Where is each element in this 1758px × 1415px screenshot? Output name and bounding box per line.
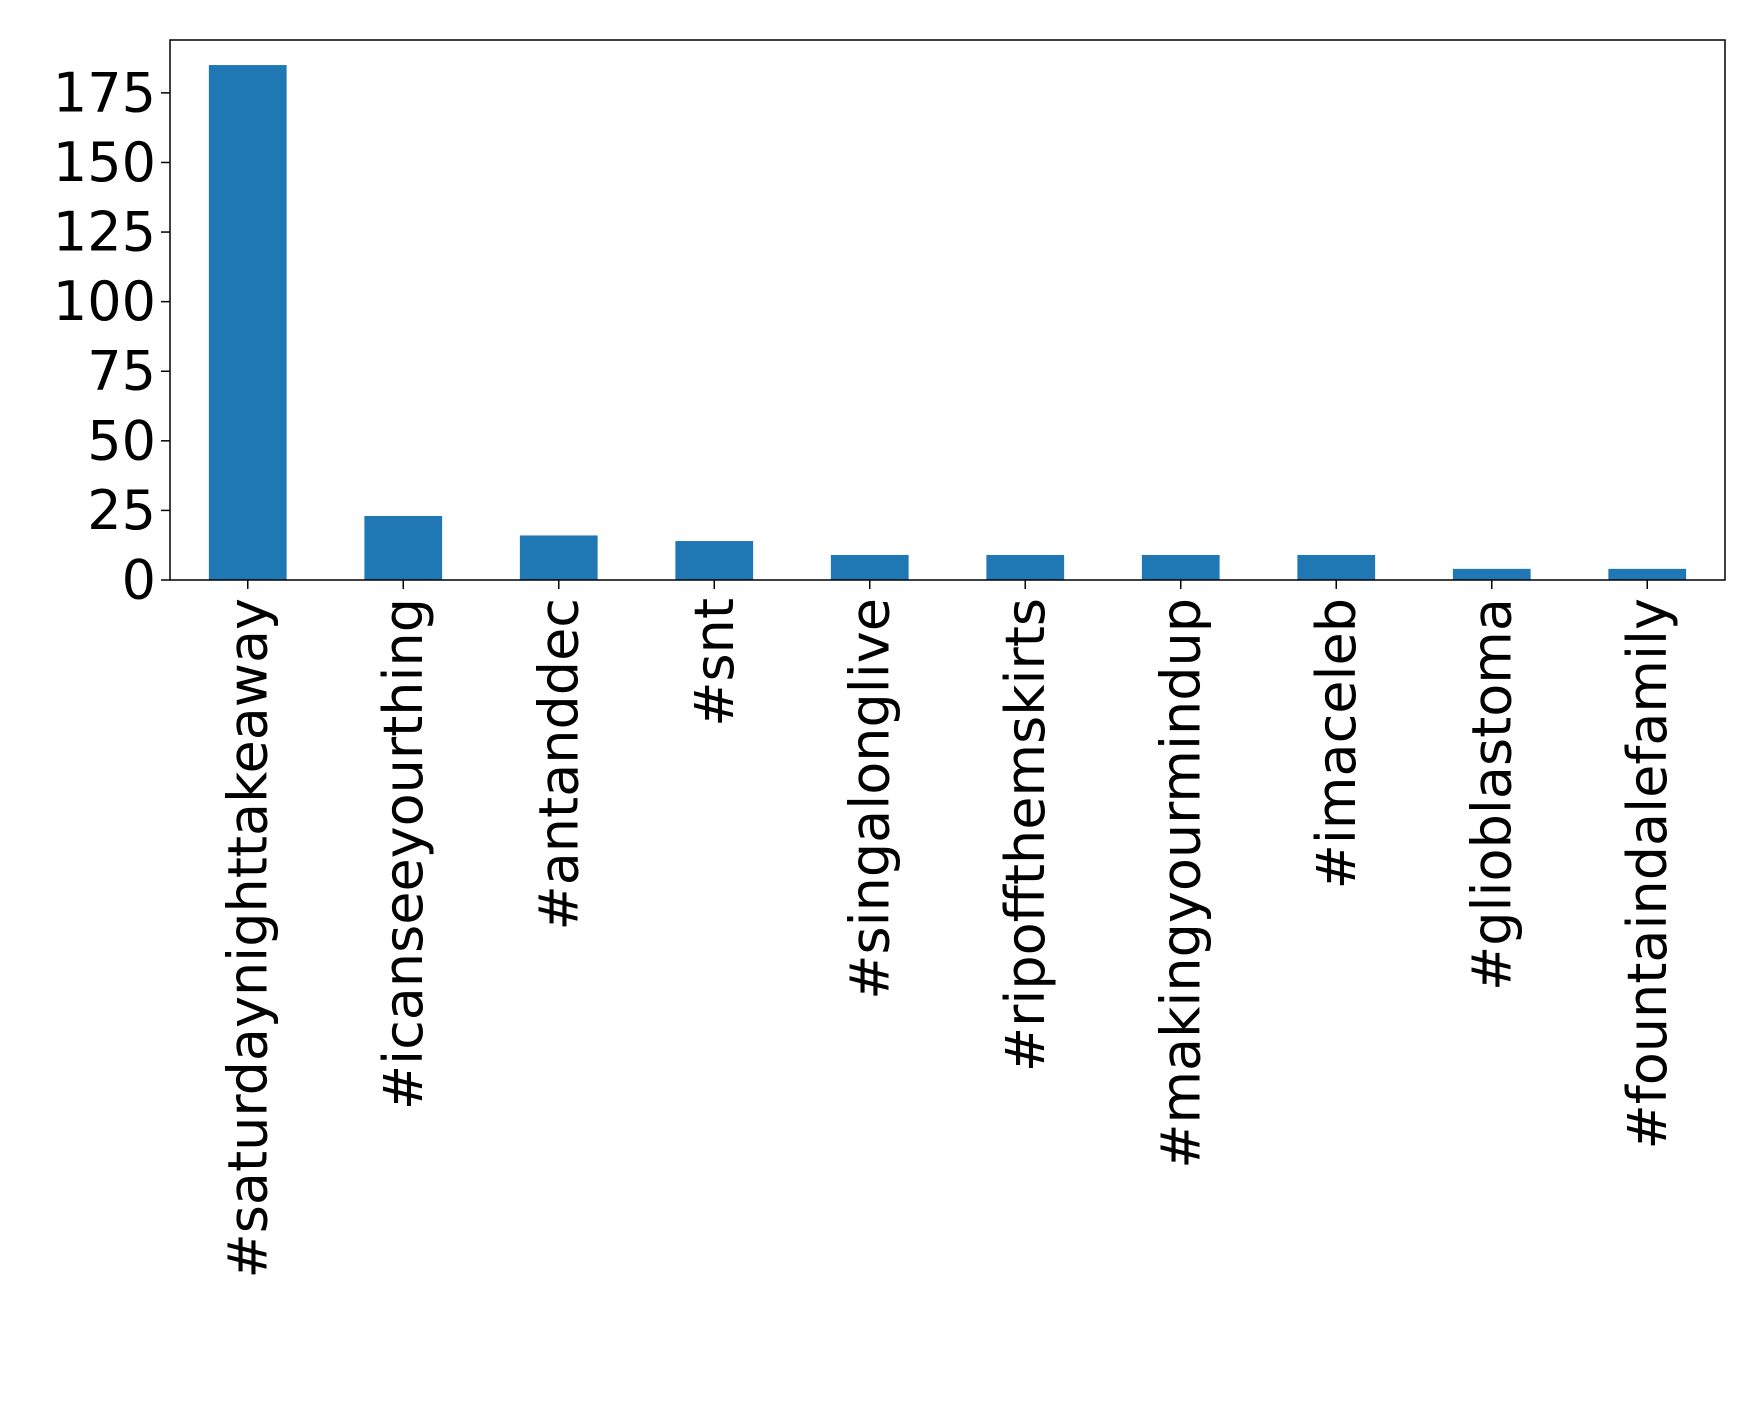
bar-1: [364, 515, 443, 580]
x-tick-label-1: #icanseeyourthing: [372, 598, 435, 1110]
y-tick-label-7: 175: [53, 61, 156, 124]
y-tick-label-1: 25: [87, 479, 156, 542]
bar-6: [1141, 554, 1220, 580]
y-tick-label-3: 75: [87, 340, 156, 403]
bar-9: [1608, 568, 1687, 580]
x-tick-label-8: #glioblastoma: [1460, 598, 1523, 991]
bar-3: [675, 541, 754, 580]
y-tick-label-6: 150: [53, 131, 156, 194]
y-tick-label-2: 50: [87, 409, 156, 472]
x-tick-label-9: #fountaindalefamily: [1616, 598, 1679, 1150]
bars-group: [208, 65, 1687, 581]
y-tick-label-5: 125: [53, 201, 156, 264]
bar-4: [830, 554, 909, 580]
bar-7: [1297, 554, 1376, 580]
x-tick-label-3: #snt: [683, 598, 746, 727]
bar-2: [519, 535, 598, 580]
y-tick-label-4: 100: [53, 270, 156, 333]
plot-frame: [169, 39, 1726, 581]
x-tick-label-7: #imaceleb: [1305, 598, 1368, 889]
x-axis: #saturdaynighttakeaway #icanseeyourthing #…: [216, 580, 1679, 1278]
y-tick-label-0: 0: [122, 549, 156, 612]
x-tick-label-5: #ripoffthemskirts: [994, 598, 1057, 1072]
x-tick-label-6: #makingyourmindup: [1149, 598, 1212, 1169]
x-tick-label-2: #antanddec: [527, 598, 590, 931]
x-tick-label-4: #singalonglive: [838, 598, 901, 1000]
bar-5: [986, 554, 1065, 580]
bar-8: [1452, 568, 1531, 580]
bar-0: [208, 65, 287, 581]
x-tick-label-0: #saturdaynighttakeaway: [216, 598, 279, 1278]
